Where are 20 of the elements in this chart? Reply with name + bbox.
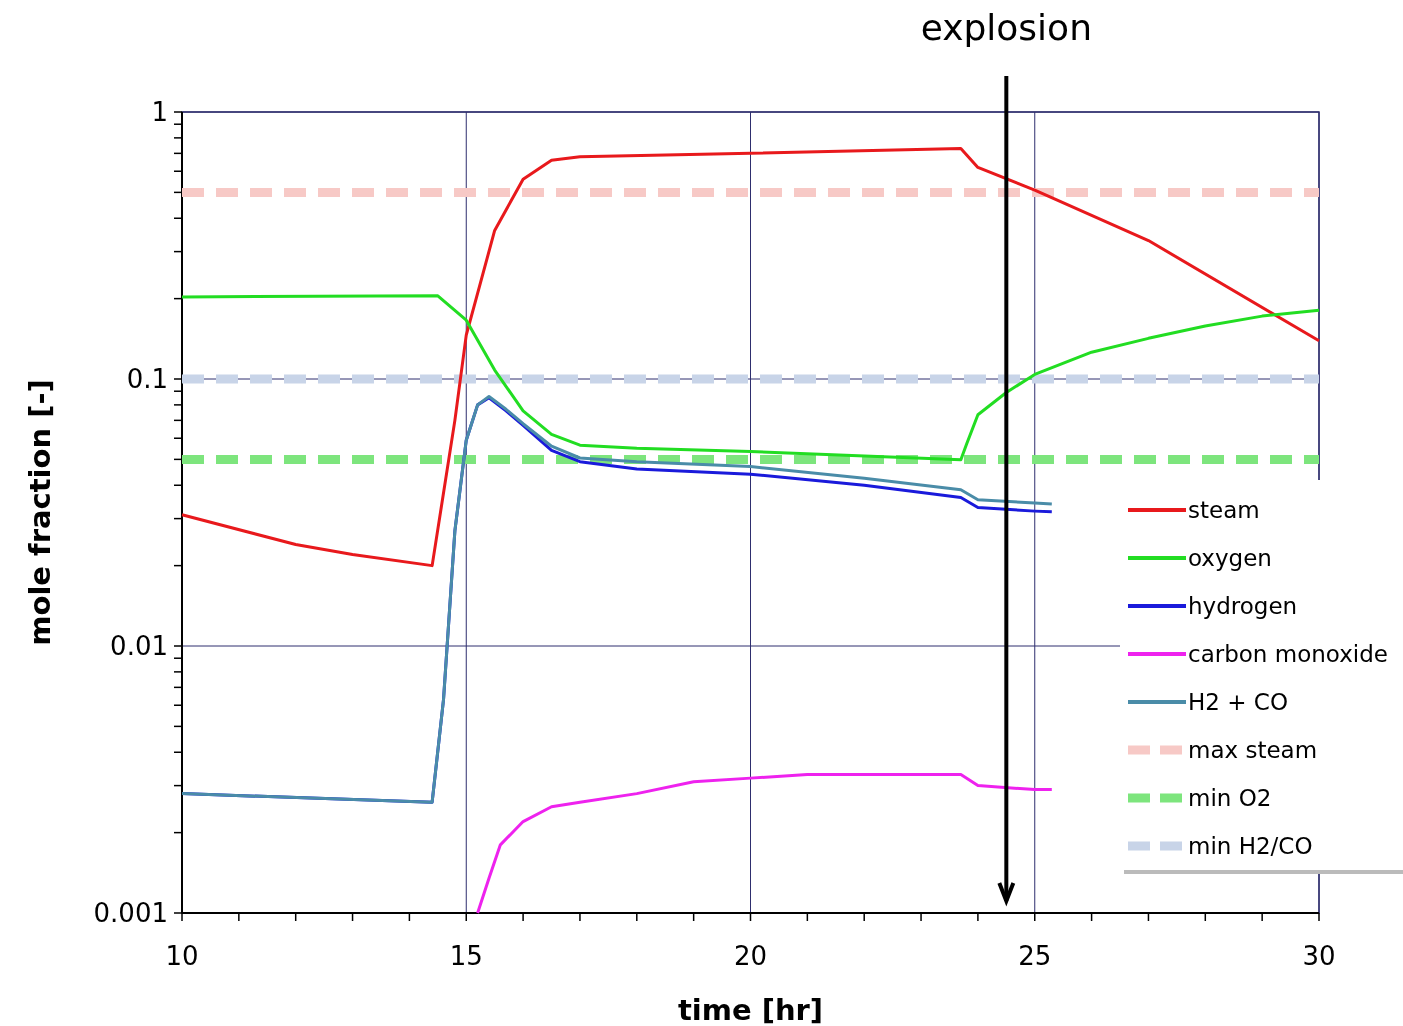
y-tick-label: 0.1 [126,364,168,394]
legend-label: H2 + CO [1188,689,1288,715]
x-axis-title: time [hr] [677,993,824,1026]
x-tick-label: 20 [733,941,768,971]
y-tick-label: 0.001 [93,898,168,928]
legend-label: hydrogen [1188,593,1298,619]
legend-label: steam [1188,497,1260,523]
x-tick-label: 25 [1018,941,1052,971]
legend-label: min H2/CO [1188,833,1313,859]
x-tick-label: 10 [165,941,199,971]
x-tick-label: 15 [449,941,483,971]
legend-label: min O2 [1188,785,1272,811]
legend-label: oxygen [1188,545,1272,571]
y-tick-label: 0.01 [110,631,168,661]
y-tick-label: 1 [151,97,168,127]
legend-label: carbon monoxide [1188,641,1388,667]
ref-line-label: explosion [920,7,1092,48]
x-tick-label: 30 [1302,941,1336,971]
y-axis-title: mole fraction [-] [23,379,57,646]
legend-label: max steam [1188,737,1318,763]
